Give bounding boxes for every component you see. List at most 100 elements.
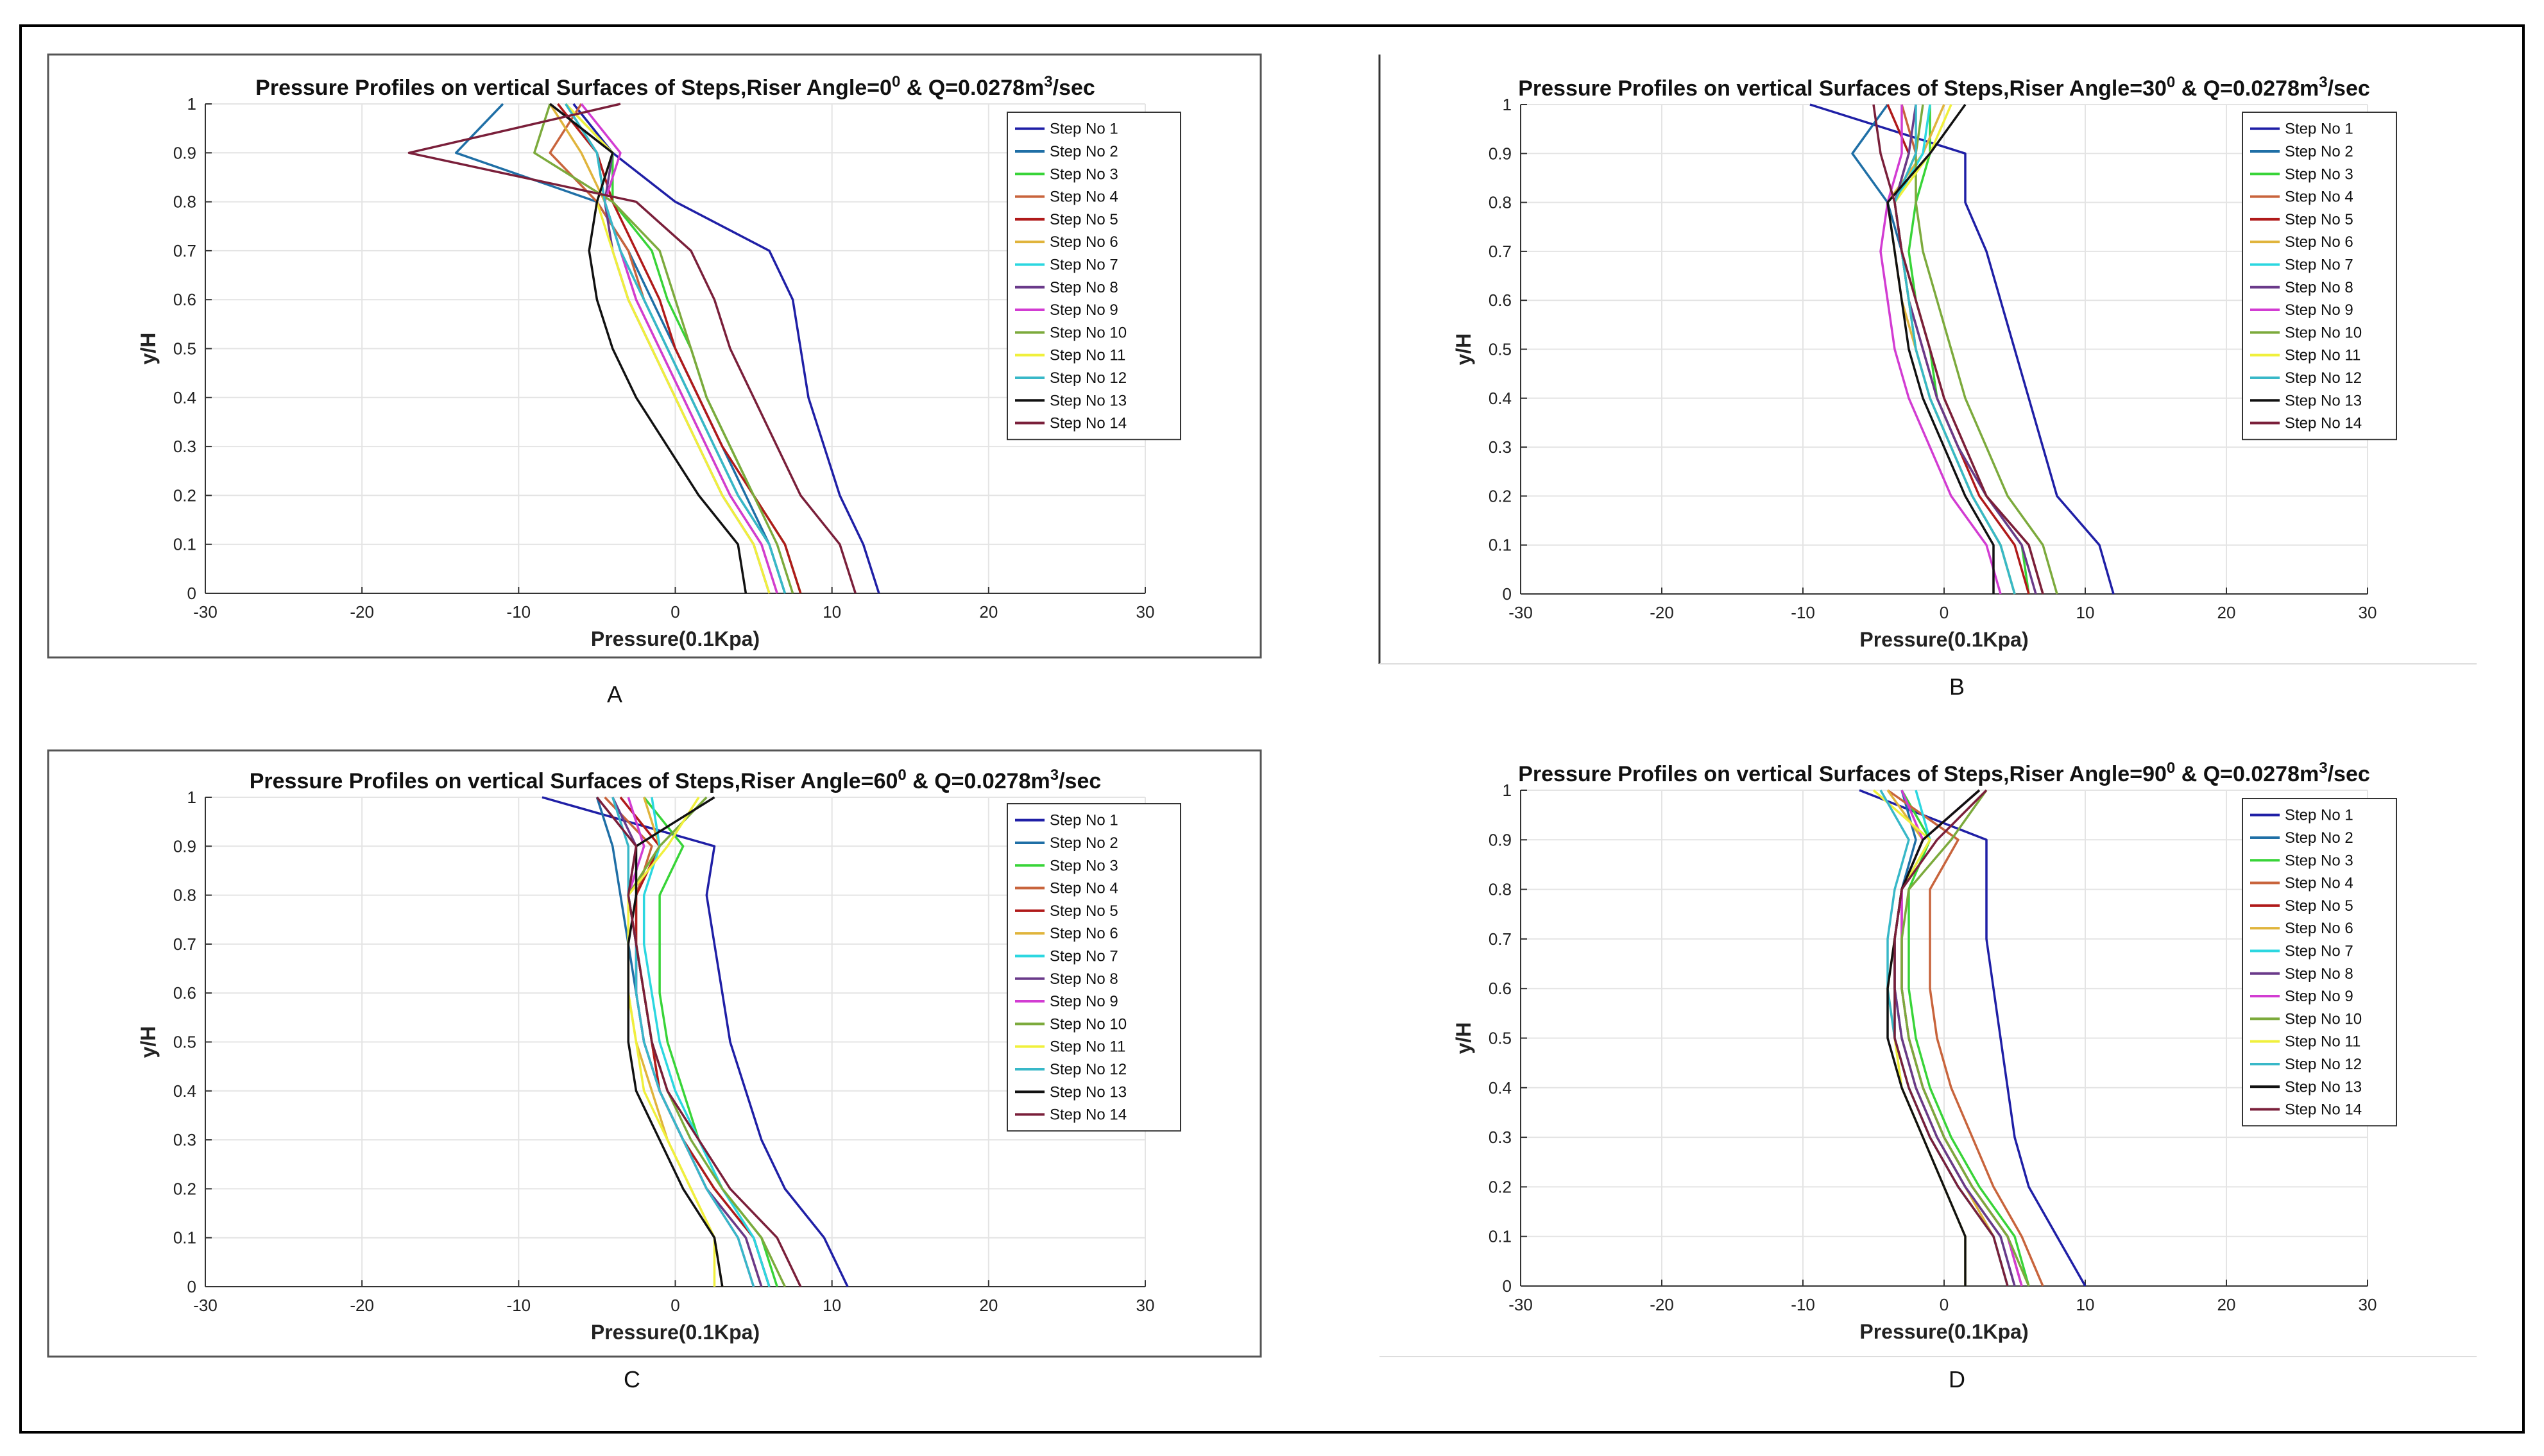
y-tick-label: 0.4 (1489, 389, 1512, 408)
x-tick-label: 0 (1940, 603, 1949, 622)
legend-label: Step No 14 (2285, 1101, 2362, 1119)
y-tick-label: 0.3 (1489, 1128, 1512, 1147)
legend-box (1007, 112, 1181, 441)
legend-label: Step No 3 (1050, 165, 1118, 183)
y-tick-label: 1 (1503, 781, 1512, 800)
x-tick-label: 10 (2076, 603, 2095, 622)
legend-label: Step No 2 (2285, 143, 2353, 160)
legend-label: Step No 11 (2285, 347, 2360, 364)
series-line-step-1 (542, 796, 849, 1287)
legend-label: Step No 7 (2285, 256, 2353, 273)
y-tick-label: 0.5 (173, 339, 196, 359)
y-tick-label: 0.8 (1489, 880, 1512, 899)
series-line-step-1 (1859, 789, 2087, 1287)
legend-label: Step No 9 (2285, 988, 2353, 1005)
x-tick-label: -30 (1508, 1295, 1533, 1314)
legend-label: Step No 3 (2285, 852, 2353, 869)
figure-frame (19, 24, 2525, 1434)
x-tick-label: 20 (979, 602, 998, 622)
panel-label-b: B (1949, 673, 1965, 700)
y-tick-label: 0.9 (1489, 144, 1512, 163)
legend-label: Step No 2 (1050, 143, 1118, 160)
y-tick-label: 0.8 (173, 886, 196, 905)
y-tick-label: 0.5 (173, 1033, 196, 1052)
legend-label: Step No 8 (1050, 970, 1118, 988)
legend-label: Step No 14 (1050, 415, 1127, 432)
legend-label: Step No 3 (2285, 165, 2353, 183)
chart-panel-b: -30 -20 -10 0 10 20 30 0 0.1 0.2 0.3 0.4 0.5 0.6 0.7 0.… (1378, 55, 2477, 665)
legend-label: Step No 1 (2285, 121, 2353, 138)
y-tick-label: 0.6 (173, 983, 196, 1003)
y-tick-label: 0.9 (173, 836, 196, 856)
chart-c-svg: -30 -20 -10 0 10 20 30 0 0.1 0.2 0.3 0.4 0.5 0.6 0.7 0.… (47, 749, 1262, 1358)
legend-label: Step No 1 (2285, 807, 2353, 824)
series-line-step-8 (1893, 104, 2037, 595)
legend-label: Step No 7 (1050, 256, 1118, 273)
series-line-step-14 (1872, 104, 2044, 595)
y-tick-label: 0.3 (173, 1130, 196, 1149)
panel-label-c: C (624, 1366, 640, 1393)
legend-box (2242, 798, 2397, 1127)
y-tick-label: 0.2 (173, 486, 196, 505)
x-tick-label: 30 (2359, 603, 2377, 622)
x-tick-label: -30 (1508, 603, 1533, 622)
series-line-step-13 (627, 796, 724, 1287)
x-tick-label: 10 (823, 1296, 841, 1315)
x-tick-label: -20 (1650, 603, 1674, 622)
legend-label: Step No 7 (1050, 947, 1118, 965)
y-tick-label: 0.3 (173, 437, 196, 456)
legend-label: Step No 5 (2285, 211, 2353, 228)
legend-box (1007, 803, 1181, 1132)
legend-label: Step No 8 (2285, 279, 2353, 296)
x-tick-label: -10 (507, 1296, 531, 1315)
x-axis-label: Pressure(0.1Kpa) (1859, 1320, 2028, 1343)
y-tick-label: 0 (187, 584, 196, 603)
legend-label: Step No 11 (1050, 347, 1125, 364)
legend-label: Step No 14 (2285, 415, 2362, 432)
legend-label: Step No 6 (2285, 920, 2353, 937)
chart-title: Pressure Profiles on vertical Surfaces o… (1518, 74, 2370, 101)
x-tick-label: 0 (1940, 1295, 1949, 1314)
y-tick-label: 0.2 (1489, 1177, 1512, 1196)
x-tick-label: 0 (670, 1296, 679, 1315)
y-tick-label: 0.8 (1489, 193, 1512, 212)
x-axis-label: Pressure(0.1Kpa) (591, 1321, 760, 1344)
legend-box (2242, 112, 2397, 441)
chart-title: Pressure Profiles on vertical Surfaces o… (250, 766, 1102, 794)
chart-panel-a: -30 -20 -10 0 10 20 30 0 0.1 0.2 0.3 0.4 0.5 0.6 0.7 0.… (47, 53, 1262, 659)
legend-label: Step No 1 (1050, 121, 1118, 138)
legend-label: Step No 9 (2285, 301, 2353, 319)
y-axis-label: y/H (137, 333, 160, 365)
y-tick-label: 0.4 (173, 388, 196, 407)
x-tick-label: -20 (350, 602, 374, 622)
legend-label: Step No 4 (1050, 189, 1118, 206)
y-tick-label: 0.2 (1489, 486, 1512, 505)
series-line-step-3 (1900, 790, 2030, 1287)
series-line-step-10 (1900, 789, 2030, 1287)
legend-label: Step No 8 (2285, 965, 2353, 983)
legend-label: Step No 10 (2285, 1010, 2362, 1028)
y-tick-label: 1 (187, 94, 196, 114)
y-axis-label: y/H (137, 1026, 160, 1058)
legend-label: Step No 13 (2285, 392, 2362, 409)
y-tick-label: 0.8 (173, 192, 196, 212)
y-tick-label: 0.4 (1489, 1078, 1512, 1097)
x-tick-label: -20 (350, 1296, 374, 1315)
y-tick-label: 0.5 (1489, 340, 1512, 359)
y-tick-label: 0.5 (1489, 1029, 1512, 1048)
series-line-step-4 (1886, 789, 2044, 1287)
y-tick-label: 1 (187, 788, 196, 807)
legend-label: Step No 5 (1050, 211, 1118, 228)
series-line-step-13 (549, 103, 747, 594)
y-tick-label: 0.1 (173, 535, 196, 554)
legend-label: Step No 14 (1050, 1106, 1127, 1124)
legend-label: Step No 2 (1050, 834, 1118, 852)
series-line-step-9 (1879, 105, 2002, 595)
chart-title: Pressure Profiles on vertical Surfaces o… (255, 73, 1095, 101)
y-tick-label: 0.7 (173, 935, 196, 954)
y-tick-label: 0.1 (1489, 536, 1512, 555)
legend-label: Step No 9 (1050, 301, 1118, 319)
series-line-step-7 (642, 797, 771, 1287)
legend-label: Step No 11 (1050, 1038, 1125, 1056)
y-tick-label: 0.9 (1489, 830, 1512, 849)
